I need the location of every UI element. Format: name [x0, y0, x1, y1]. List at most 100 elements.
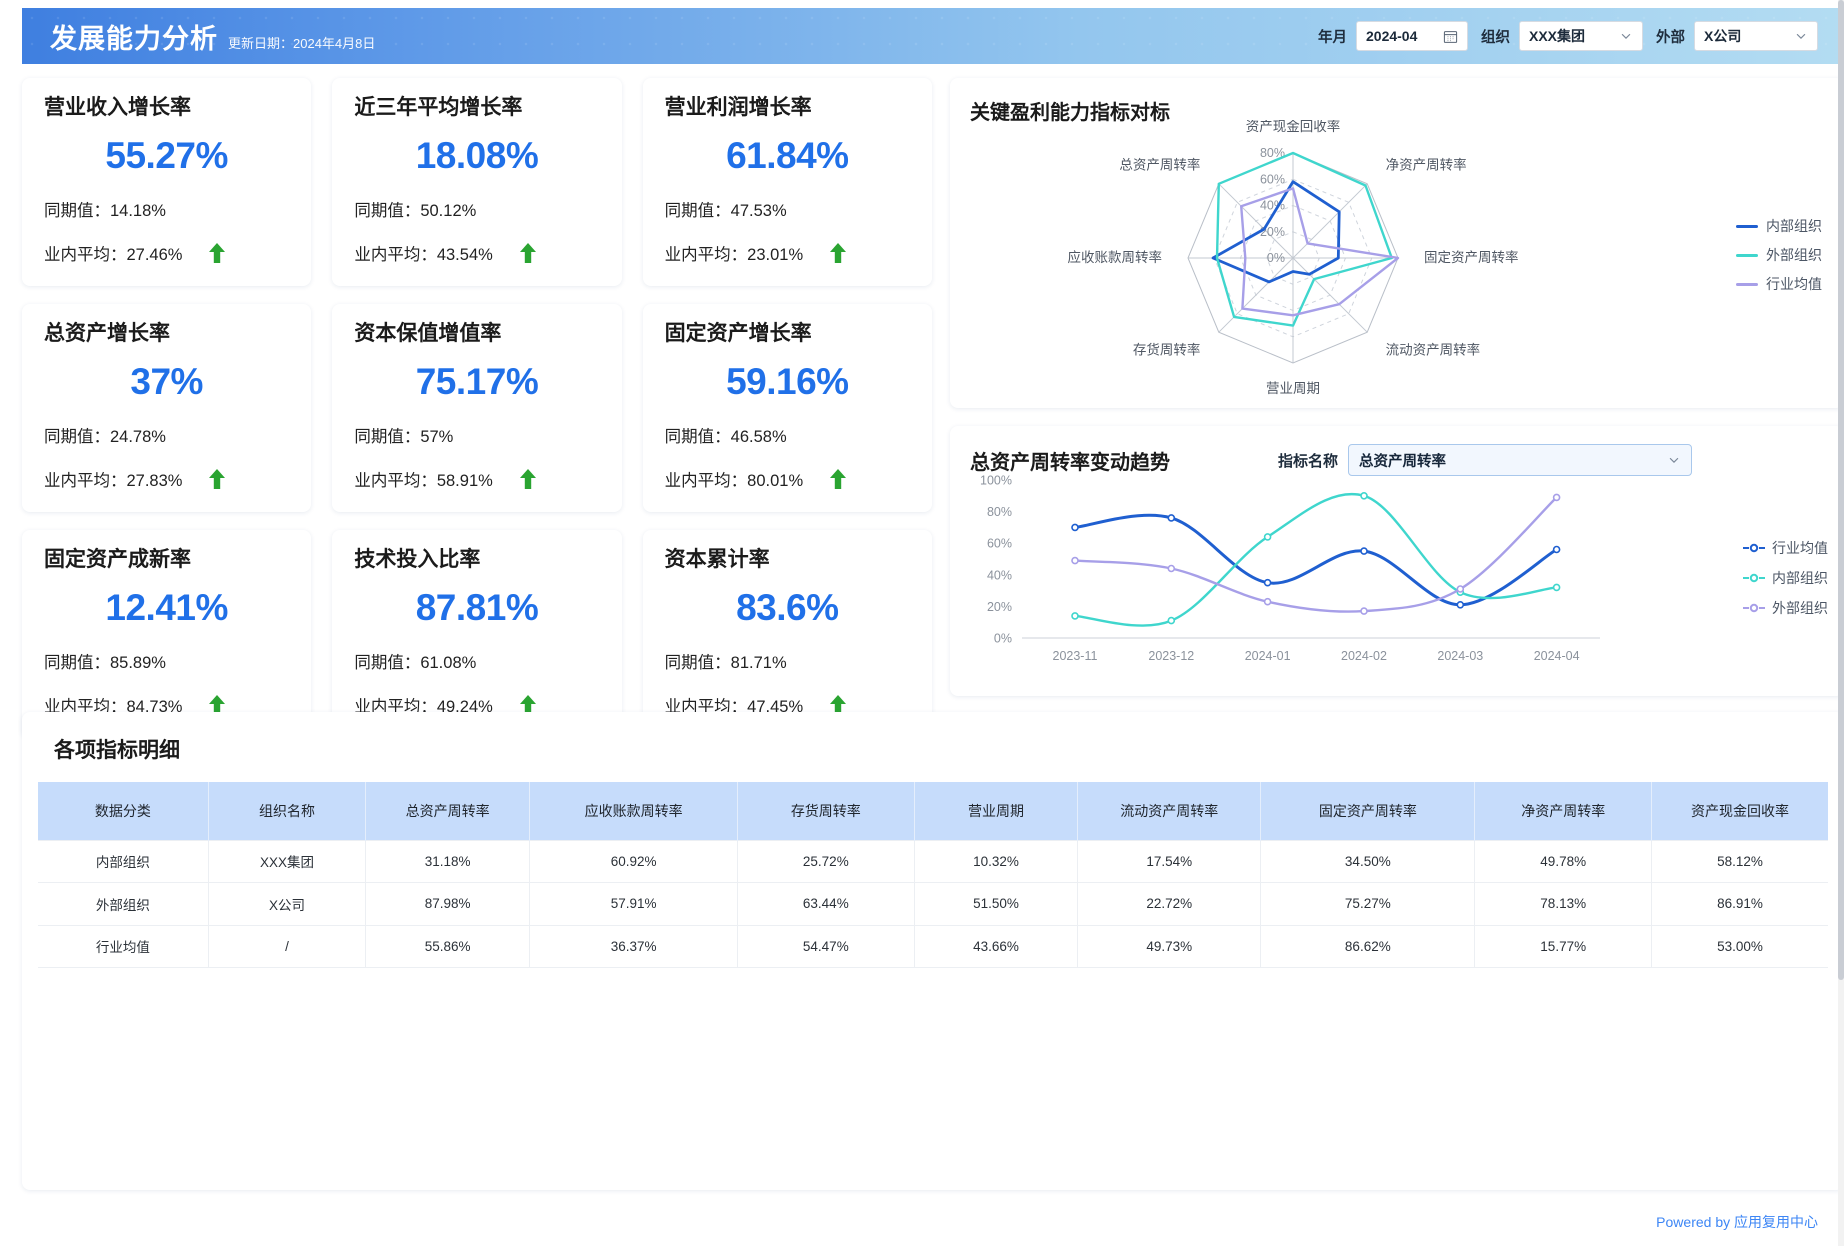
trend-select-label: 指标名称: [1278, 452, 1339, 470]
legend-color-swatch: [1736, 224, 1758, 228]
table-cell: 55.86%: [365, 925, 531, 968]
table-column-header: 固定资产周转率: [1260, 782, 1476, 840]
chevron-down-icon: [1796, 33, 1806, 40]
table-row: 内部组织 XXX集团 31.18% 60.92% 25.72% 10.32% 17.54% 3…: [38, 839, 1828, 883]
kpi-card-title: 总资产增长率: [44, 322, 170, 345]
radar-chart: 0% 20% 40% 60% 80% 资产现金回收率净资产周转率固定资产周转率流动资产周转…: [1068, 120, 1519, 396]
kpi-card-title: 资本累计率: [664, 548, 770, 571]
indicator-select[interactable]: 总资产周转率: [1348, 444, 1693, 476]
chevron-down-icon: [1621, 33, 1631, 40]
radar-panel-title: 关键盈利能力指标对标: [970, 102, 1170, 124]
trend-header: 总资产周转率变动趋势 指标名称 总资产周转率: [970, 444, 1824, 476]
table-column-header: 流动资产周转率: [1077, 782, 1262, 840]
kpi-card: 营业利润增长率 61.84% 同期值：47.53% 业内平均：23.01%: [642, 78, 932, 286]
kpi-card-value: 61.84%: [726, 135, 849, 177]
trend-legend-item[interactable]: 内部组织: [1743, 568, 1828, 588]
page-scrollbar-thumb[interactable]: [1838, 0, 1844, 980]
legend-label: 行业均值: [1772, 540, 1828, 556]
trend-legend: 行业均值内部组织外部组织: [1743, 538, 1828, 618]
kpi-card: 技术投入比率 87.81% 同期值：61.08% 业内平均：49.24%: [332, 530, 622, 738]
kpi-card-grid: 营业收入增长率 55.27% 同期值：14.18% 业内平均：27.46% 近三年平均增…: [22, 78, 932, 738]
arrow-up-icon: [519, 695, 536, 716]
footer-link[interactable]: 应用复用中心: [1734, 1214, 1818, 1230]
kpi-card-same-period: 同期值：85.89%: [44, 654, 166, 673]
kpi-card-industry-avg: 业内平均：27.46%: [44, 246, 183, 265]
svg-text:存货周转率: 存货周转率: [1133, 342, 1201, 358]
table-header-row: 数据分类 组织名称 总资产周转率 应收账款周转率 存货周转率 营业周期 流动资产周转率 固定资…: [38, 782, 1828, 840]
trend-panel-title: 总资产周转率变动趋势: [970, 451, 1170, 474]
kpi-card-value: 87.81%: [415, 587, 539, 629]
kpi-card-title: 近三年平均增长率: [354, 96, 523, 119]
table-column-header: 净资产周转率: [1474, 782, 1652, 840]
trend-line-chart: 0% 20% 40% 60% 80% 100% 2023-11 2023-12 2024-01 2…: [980, 474, 1600, 663]
page-title: 发展能力分析: [50, 23, 218, 54]
org-select[interactable]: XXX集团: [1519, 21, 1643, 51]
svg-text:60%: 60%: [987, 537, 1012, 551]
radar-legend-item[interactable]: 行业均值: [1736, 274, 1822, 294]
legend-label: 外部组织: [1772, 600, 1828, 616]
table-cell: 78.13%: [1474, 882, 1652, 926]
svg-text:应收账款周转率: 应收账款周转率: [1068, 249, 1163, 265]
kpi-card-industry-avg: 业内平均：84.73%: [44, 698, 183, 717]
table-cell: 25.72%: [737, 839, 915, 883]
kpi-card-industry-avg: 业内平均：23.01%: [664, 246, 804, 265]
details-table-card: 各项指标明细 数据分类 组织名称 总资产周转率 应收账款周转率 存货周转率 营业周期 流动资…: [22, 712, 1844, 1190]
month-picker[interactable]: 2024-04: [1356, 21, 1468, 51]
table-cell: 86.62%: [1260, 925, 1476, 968]
table-cell: 31.18%: [365, 839, 531, 883]
table-row: 行业均值/55.86% 36.37% 54.47% 43.66% 49.73% 86.62…: [38, 925, 1828, 968]
table-cell: X公司: [208, 882, 367, 926]
svg-text:2023-11: 2023-11: [1053, 649, 1098, 663]
kpi-card-value: 12.41%: [105, 587, 228, 629]
table-cell: 行业均值: [38, 925, 209, 968]
arrow-up-icon: [830, 469, 847, 490]
table-cell: 15.77%: [1474, 925, 1652, 968]
table-column-header: 营业周期: [914, 782, 1079, 840]
month-picker-value: 2024-04: [1366, 28, 1418, 44]
kpi-card-footer: 业内平均：84.73%: [44, 693, 289, 717]
kpi-card-same-period: 同期值：46.58%: [664, 428, 787, 447]
legend-label: 内部组织: [1766, 218, 1822, 234]
kpi-card-same-period: 同期值：50.12%: [354, 202, 477, 221]
table-cell: 87.98%: [365, 882, 531, 926]
svg-text:净资产周转率: 净资产周转率: [1386, 156, 1467, 172]
table-cell: 10.32%: [914, 839, 1079, 883]
svg-text:2024-02: 2024-02: [1341, 649, 1387, 663]
kpi-card-value: 18.08%: [415, 135, 539, 177]
table-column-header: 数据分类: [38, 782, 209, 840]
page-scrollbar[interactable]: [1838, 0, 1844, 1246]
kpi-card-footer: 业内平均：58.91%: [354, 467, 599, 491]
kpi-card: 资本累计率 83.6% 同期值：81.71% 业内平均：47.45%: [642, 530, 932, 738]
arrow-up-icon: [830, 243, 847, 264]
arrow-up-icon: [209, 469, 226, 490]
svg-text:0%: 0%: [1267, 251, 1285, 265]
table-cell: 36.37%: [529, 925, 739, 968]
trend-legend-item[interactable]: 外部组织: [1743, 598, 1828, 618]
kpi-card-value: 83.6%: [736, 587, 839, 629]
table-cell: 22.72%: [1077, 882, 1262, 926]
external-select[interactable]: X公司: [1694, 21, 1818, 51]
filter-external: 外部 X公司: [1656, 21, 1818, 51]
title-block: 发展能力分析 更新日期：2024年4月8日: [22, 17, 375, 56]
footer: Powered by 应用复用中心: [1656, 1212, 1818, 1232]
radar-legend-item[interactable]: 外部组织: [1736, 245, 1822, 265]
kpi-card-same-period: 同期值：57%: [354, 428, 454, 447]
indicator-select-value: 总资产周转率: [1359, 453, 1447, 470]
table-column-header: 存货周转率: [737, 782, 915, 840]
top-row: 营业收入增长率 55.27% 同期值：14.18% 业内平均：27.46% 近三年平均增…: [22, 78, 1844, 738]
trend-filter: 指标名称 总资产周转率: [1278, 444, 1693, 476]
arrow-up-icon: [830, 695, 847, 716]
trend-legend-item[interactable]: 行业均值: [1743, 538, 1828, 558]
table-cell: 57.91%: [529, 882, 739, 926]
kpi-card-footer: 业内平均：27.83%: [44, 467, 289, 491]
filter-month: 年月 2024-04: [1318, 21, 1468, 51]
kpi-card-same-period: 同期值：81.71%: [664, 654, 787, 673]
radar-legend-item[interactable]: 内部组织: [1736, 216, 1822, 236]
kpi-card-footer: 业内平均：80.01%: [665, 467, 910, 491]
kpi-card-industry-avg: 业内平均：47.45%: [664, 698, 804, 717]
kpi-card-title: 营业利润增长率: [664, 96, 812, 119]
kpi-card-same-period: 同期值：47.53%: [664, 202, 787, 221]
svg-text:20%: 20%: [987, 600, 1012, 614]
kpi-card: 固定资产成新率 12.41% 同期值：85.89% 业内平均：84.73%: [22, 530, 312, 738]
table-body: 内部组织 XXX集团 31.18% 60.92% 25.72% 10.32% 17.54% 3…: [38, 839, 1828, 968]
